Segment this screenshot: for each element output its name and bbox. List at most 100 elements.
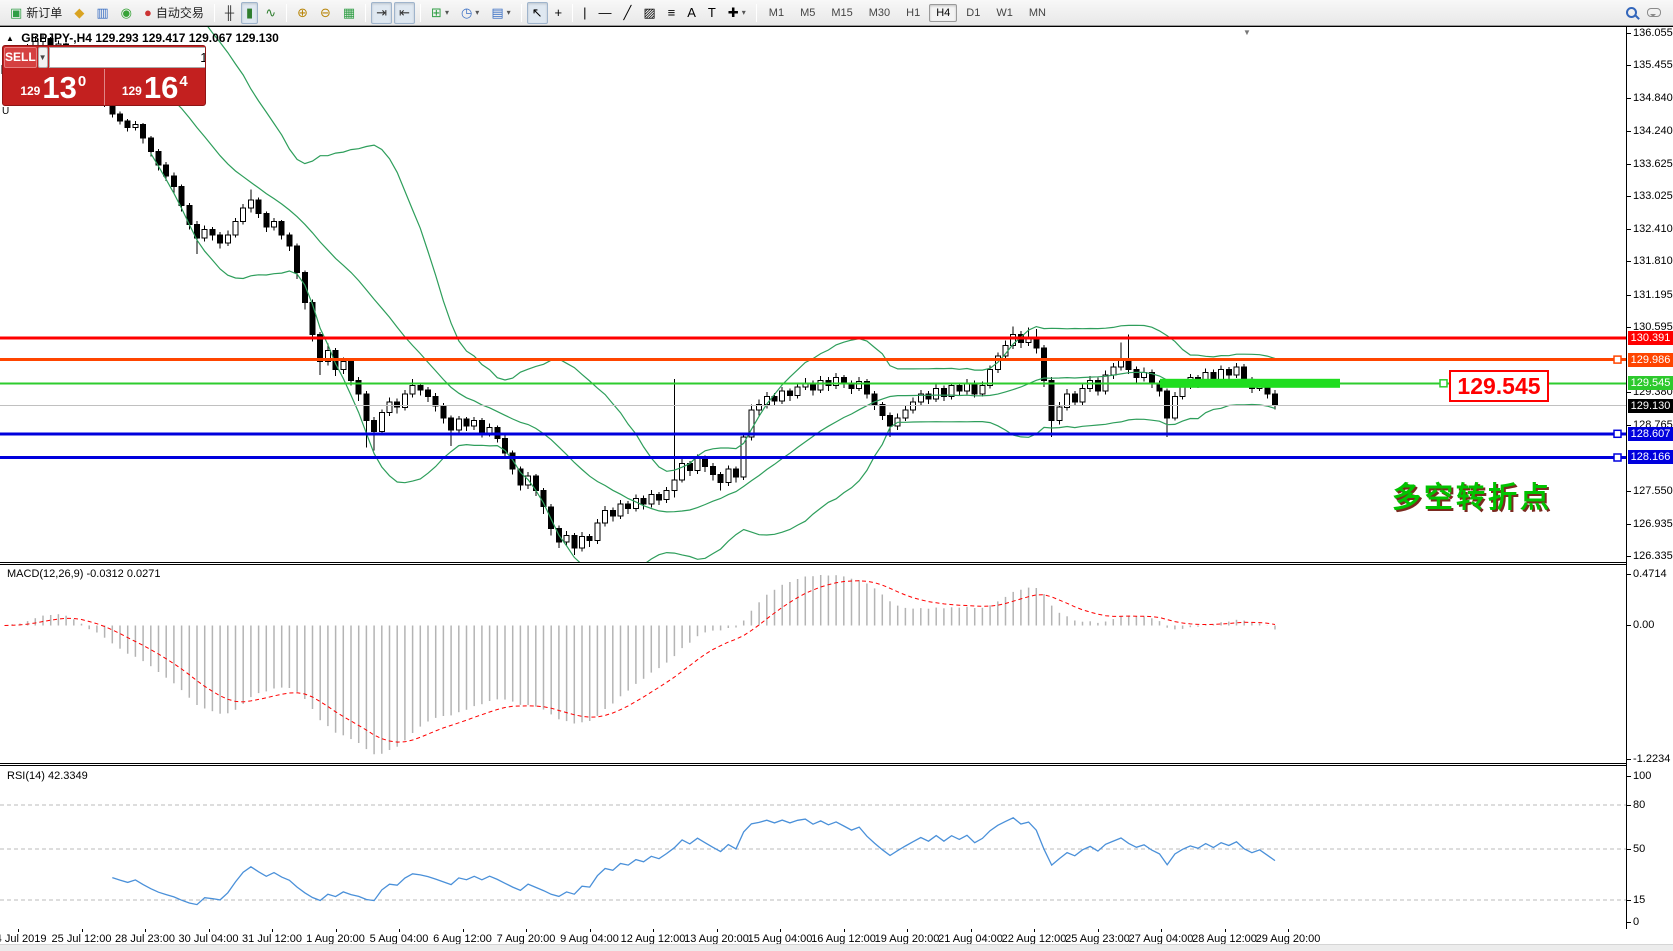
volume-down-button[interactable]: ▼ (37, 47, 48, 68)
collapse-icon[interactable]: ▲ (6, 34, 14, 43)
new-order-button[interactable]: ▣ 新订单 (5, 2, 67, 24)
axis-tick (1627, 65, 1631, 67)
sell-price[interactable]: 129 13 0 (3, 69, 104, 105)
autotrade-button[interactable]: ● 自动交易 (139, 2, 209, 24)
fibonacci-button[interactable]: ≡ (663, 2, 681, 24)
timeframe-d1[interactable]: D1 (966, 6, 981, 19)
templates-button[interactable]: ▤ ▾ (486, 2, 515, 24)
trade-panel-divider (103, 69, 105, 105)
chevron-down-icon[interactable]: ▾ (506, 8, 511, 17)
time-tick-label: 30 Jul 04:00 (178, 933, 239, 945)
chevron-down-icon[interactable]: ▾ (444, 8, 449, 17)
text-label-button[interactable]: T (703, 2, 721, 24)
candlestick-button-icon: ▮ (246, 5, 254, 20)
chart-ohlc-readout: 129.293 129.417 129.067 129.130 (95, 31, 279, 45)
chart-shift-marker-icon[interactable]: ▼ (1243, 28, 1251, 37)
zoom-out-button[interactable]: ⊖ (315, 2, 336, 24)
equidistant-channel-button-icon: ▨ (643, 5, 656, 20)
timeframe-m15[interactable]: M15 (831, 6, 853, 19)
buy-price-base: 129 (121, 84, 142, 98)
time-tick (589, 929, 591, 932)
indicators-button[interactable]: ⊞ ▾ (426, 2, 454, 24)
eraser-icon[interactable]: ◆ (69, 2, 89, 24)
time-tick (1097, 929, 1099, 932)
chart-symbol-period: GBPJPY-,H4 (21, 31, 92, 45)
equidistant-channel-button[interactable]: ▨ (638, 2, 660, 24)
cursor-button-icon: ↖ (531, 5, 543, 20)
tile-windows-button[interactable]: ▦ (338, 2, 360, 24)
rsi-separator-top[interactable] (0, 763, 1673, 764)
macd-separator-top[interactable] (0, 562, 1673, 563)
price-axis[interactable]: 136.055 135.455 134.840 134.240 133.625 133.0… (1626, 27, 1673, 929)
vertical-line-button[interactable]: | (578, 2, 591, 24)
autotrade-button-label: 自动交易 (155, 6, 204, 20)
timeframe-m30[interactable]: M30 (868, 6, 891, 19)
macd-axis-label: 0.00 (1633, 619, 1655, 632)
macd-canvas[interactable] (0, 565, 1626, 763)
timeframe-w1[interactable]: W1 (996, 6, 1013, 19)
time-tick (653, 929, 654, 932)
rsi-axis-label: 50 (1633, 843, 1646, 855)
time-tick-label: 7 Aug 20:00 (496, 933, 556, 945)
chevron-down-icon[interactable]: ▾ (475, 8, 480, 17)
sell-price-point: 0 (77, 73, 87, 90)
axis-tick (1627, 33, 1631, 34)
macd-separator-bottom[interactable] (0, 564, 1673, 565)
price-tick-label: 134.840 (1633, 92, 1673, 105)
eraser-icon-icon: ◆ (74, 5, 85, 20)
price-tick-label: 127.550 (1633, 484, 1673, 497)
zoom-in-button-icon: ⊕ (297, 5, 309, 20)
auto-scroll-button[interactable]: ⇥ (371, 1, 393, 24)
price-callout-box[interactable]: 129.545 (1449, 370, 1549, 402)
timeframe-h1[interactable]: H1 (906, 6, 921, 19)
buy-price-point: 4 (179, 73, 188, 90)
candlestick-button[interactable]: ▮ (241, 1, 259, 24)
rsi-axis-label: 100 (1633, 770, 1652, 782)
axis-tick (1627, 98, 1631, 100)
time-tick-label: 1 Aug 20:00 (306, 933, 365, 945)
bar-chart-button[interactable]: ╫ (220, 2, 239, 24)
chevron-down-icon[interactable]: ▾ (741, 8, 746, 17)
price-tick-label: 131.195 (1633, 288, 1673, 301)
bar-chart-button-icon: ╫ (224, 5, 235, 20)
price-tick-label: 126.335 (1633, 550, 1673, 562)
time-tick (1224, 929, 1226, 932)
cursor-button[interactable]: ↖ (526, 1, 548, 24)
timeframe-m1[interactable]: M1 (768, 6, 785, 19)
time-tick (780, 929, 781, 932)
search-icon[interactable] (1626, 7, 1637, 18)
rsi-canvas[interactable] (0, 766, 1626, 929)
horizontal-line-button[interactable]: — (594, 2, 617, 24)
charts-window-icon[interactable]: ▥ (91, 2, 113, 24)
price-chart-canvas[interactable] (0, 27, 1626, 562)
volume-input[interactable] (48, 47, 205, 68)
arrows-button[interactable]: ✚ ▾ (723, 2, 751, 24)
time-tick (1288, 929, 1289, 932)
macd-axis-label: -1.2234 (1633, 753, 1671, 765)
toolbar-separator (520, 3, 522, 22)
time-tick-label: 22 Aug 12:00 (1001, 933, 1067, 945)
rsi-separator-bottom[interactable] (0, 765, 1673, 766)
periods-button[interactable]: ◷ ▾ (456, 2, 484, 24)
chat-icon[interactable] (1647, 8, 1661, 17)
buy-price[interactable]: 129 16 4 (105, 69, 206, 105)
timeframe-m5[interactable]: M5 (800, 6, 816, 19)
timeframe-h4[interactable]: H4 (929, 3, 958, 22)
chart-shift-button[interactable]: ⇤ (394, 1, 416, 24)
periods-button-icon: ◷ (460, 5, 473, 20)
timeframe-mn[interactable]: MN (1028, 6, 1046, 19)
line-chart-button[interactable]: ∿ (260, 2, 281, 24)
axis-tick (1627, 805, 1631, 807)
time-tick-label: 21 Aug 04:00 (938, 933, 1003, 945)
signal-icon[interactable]: ◉ (116, 2, 137, 24)
axis-tick (1627, 759, 1631, 760)
new-order-button-icon: ▣ (10, 5, 23, 20)
sell-price-base: 129 (20, 84, 41, 98)
text-button[interactable]: A (682, 2, 701, 24)
sell-button[interactable]: SELL (4, 47, 37, 68)
price-line-badge: 129.545 (1628, 376, 1673, 391)
zoom-in-button[interactable]: ⊕ (292, 2, 313, 24)
crosshair-button[interactable]: + (550, 2, 568, 24)
time-tick-label: 16 Aug 12:00 (811, 933, 876, 945)
trendline-button[interactable]: ╱ (619, 2, 637, 24)
